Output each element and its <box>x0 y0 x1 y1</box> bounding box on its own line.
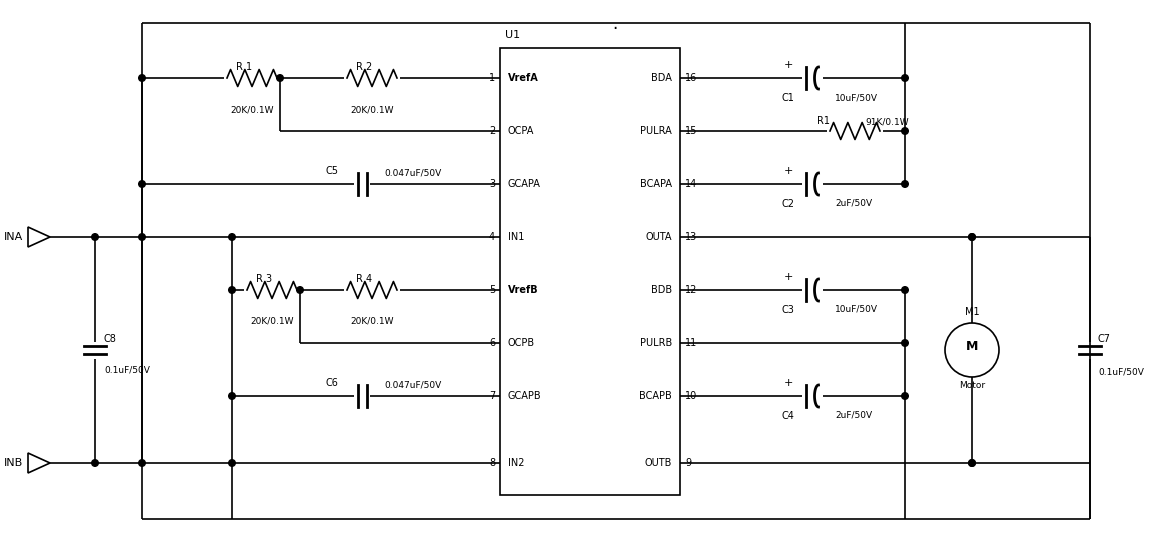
Circle shape <box>228 459 235 466</box>
Text: 8: 8 <box>489 458 495 468</box>
Text: 2uF/50V: 2uF/50V <box>835 411 872 420</box>
Text: M1: M1 <box>965 307 979 317</box>
Circle shape <box>277 75 283 82</box>
Text: 6: 6 <box>489 338 495 348</box>
Text: GCAPB: GCAPB <box>508 391 541 401</box>
Text: R1: R1 <box>817 116 830 126</box>
Circle shape <box>968 459 975 466</box>
Text: C6: C6 <box>325 378 338 388</box>
Text: 0.047uF/50V: 0.047uF/50V <box>384 381 441 390</box>
Text: BCAPB: BCAPB <box>639 391 672 401</box>
Circle shape <box>968 459 975 466</box>
Text: IN2: IN2 <box>508 458 525 468</box>
Text: 9: 9 <box>684 458 691 468</box>
Circle shape <box>139 181 146 187</box>
Text: +: + <box>783 166 793 176</box>
Text: 20K/0.1W: 20K/0.1W <box>230 105 274 114</box>
Text: OUTA: OUTA <box>646 232 672 242</box>
Text: Motor: Motor <box>959 382 985 391</box>
Circle shape <box>139 75 146 82</box>
Text: +: + <box>783 272 793 282</box>
Text: 14: 14 <box>684 179 697 189</box>
Text: 13: 13 <box>684 232 697 242</box>
Text: C7: C7 <box>1098 334 1110 344</box>
Text: .: . <box>612 15 618 33</box>
Text: 10: 10 <box>684 391 697 401</box>
Text: INB: INB <box>3 458 23 468</box>
Text: 11: 11 <box>684 338 697 348</box>
Circle shape <box>968 233 975 240</box>
Text: 91K/0.1W: 91K/0.1W <box>865 117 909 126</box>
Text: 4: 4 <box>489 232 495 242</box>
Circle shape <box>902 287 908 293</box>
Text: +: + <box>783 378 793 388</box>
Circle shape <box>902 128 908 134</box>
Text: +: + <box>783 60 793 70</box>
Text: OCPA: OCPA <box>508 126 534 136</box>
Text: BDB: BDB <box>651 285 672 295</box>
Circle shape <box>139 233 146 240</box>
Text: BCAPA: BCAPA <box>640 179 672 189</box>
Text: 7: 7 <box>489 391 495 401</box>
Text: C2: C2 <box>781 199 795 209</box>
Text: VrefA: VrefA <box>508 73 539 83</box>
Text: C1: C1 <box>781 93 795 103</box>
Text: 1: 1 <box>489 73 495 83</box>
Text: OCPB: OCPB <box>508 338 535 348</box>
Text: IN1: IN1 <box>508 232 524 242</box>
Text: R 4: R 4 <box>356 274 372 284</box>
Bar <box>501 48 680 495</box>
Text: 16: 16 <box>684 73 697 83</box>
Text: OUTB: OUTB <box>645 458 672 468</box>
Text: 12: 12 <box>684 285 697 295</box>
Text: U1: U1 <box>505 30 520 40</box>
Circle shape <box>902 393 908 399</box>
Circle shape <box>139 459 146 466</box>
Text: PULRB: PULRB <box>640 338 672 348</box>
Circle shape <box>92 233 98 240</box>
Text: R 3: R 3 <box>256 274 272 284</box>
Text: 2uF/50V: 2uF/50V <box>835 199 872 208</box>
Text: 10uF/50V: 10uF/50V <box>835 305 878 314</box>
Text: PULRA: PULRA <box>640 126 672 136</box>
Text: C5: C5 <box>325 166 338 176</box>
Circle shape <box>902 181 908 187</box>
Text: C3: C3 <box>781 305 795 315</box>
Text: 0.1uF/50V: 0.1uF/50V <box>104 366 150 375</box>
Text: INA: INA <box>3 232 23 242</box>
Text: 20K/0.1W: 20K/0.1W <box>250 317 293 326</box>
Text: R 1: R 1 <box>236 62 253 72</box>
Text: M: M <box>966 340 978 352</box>
Text: 10uF/50V: 10uF/50V <box>835 93 878 102</box>
Circle shape <box>902 75 908 82</box>
Circle shape <box>228 393 235 399</box>
Text: VrefB: VrefB <box>508 285 539 295</box>
Text: GCAPA: GCAPA <box>508 179 541 189</box>
Text: BDA: BDA <box>651 73 672 83</box>
Circle shape <box>228 233 235 240</box>
Text: 20K/0.1W: 20K/0.1W <box>350 317 393 326</box>
Text: 2: 2 <box>489 126 495 136</box>
Text: 3: 3 <box>489 179 495 189</box>
Text: C4: C4 <box>781 411 795 421</box>
Circle shape <box>228 287 235 293</box>
Text: 15: 15 <box>684 126 697 136</box>
Circle shape <box>297 287 304 293</box>
Text: 0.047uF/50V: 0.047uF/50V <box>384 169 441 178</box>
Text: C8: C8 <box>104 334 116 344</box>
Circle shape <box>968 233 975 240</box>
Text: R 2: R 2 <box>356 62 372 72</box>
Circle shape <box>902 340 908 346</box>
Text: 0.1uF/50V: 0.1uF/50V <box>1098 367 1144 376</box>
Text: 20K/0.1W: 20K/0.1W <box>350 105 393 114</box>
Circle shape <box>92 459 98 466</box>
Text: 5: 5 <box>489 285 495 295</box>
